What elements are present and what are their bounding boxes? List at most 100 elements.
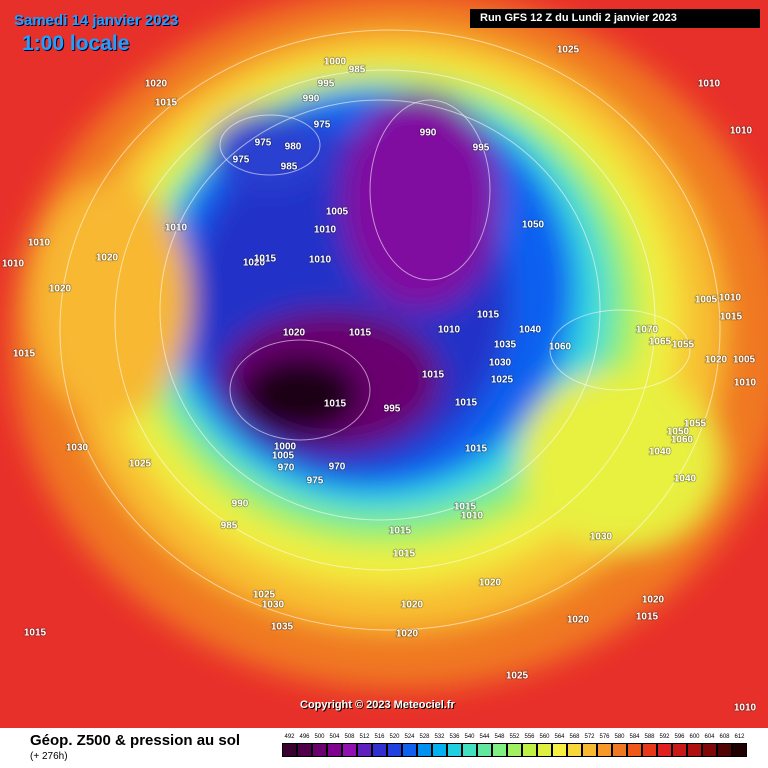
pressure-label: 975 bbox=[233, 155, 250, 166]
pressure-label: 1040 bbox=[519, 325, 542, 336]
forecast-date: Samedi 14 janvier 2023 bbox=[14, 12, 179, 29]
pressure-label: 990 bbox=[232, 499, 249, 510]
pressure-label: 1015 bbox=[422, 370, 445, 381]
scale-step: 548 bbox=[492, 734, 507, 757]
scale-step: 536 bbox=[447, 734, 462, 757]
scale-swatch bbox=[567, 743, 582, 757]
pressure-label: 970 bbox=[278, 463, 295, 474]
scale-value: 600 bbox=[689, 734, 700, 740]
scale-step: 608 bbox=[717, 734, 732, 757]
scale-swatch bbox=[597, 743, 612, 757]
pressure-label: 1020 bbox=[243, 258, 266, 269]
scale-value: 512 bbox=[359, 734, 370, 740]
pressure-label: 1020 bbox=[283, 328, 306, 339]
scale-swatch bbox=[507, 743, 522, 757]
scale-step: 512 bbox=[357, 734, 372, 757]
scale-value: 528 bbox=[419, 734, 430, 740]
scale-swatch bbox=[642, 743, 657, 757]
pressure-label: 1000 bbox=[324, 57, 347, 68]
pressure-label: 1015 bbox=[254, 254, 277, 265]
pressure-label: 1010 bbox=[730, 126, 753, 137]
scale-step: 540 bbox=[462, 734, 477, 757]
scale-swatch bbox=[417, 743, 432, 757]
scale-swatch bbox=[387, 743, 402, 757]
pressure-label: 1030 bbox=[489, 358, 512, 369]
pressure-label: 1020 bbox=[145, 79, 168, 90]
scale-swatch bbox=[462, 743, 477, 757]
scale-step: 516 bbox=[372, 734, 387, 757]
scale-step: 612 bbox=[732, 734, 747, 757]
scale-step: 552 bbox=[507, 734, 522, 757]
pressure-label: 1015 bbox=[389, 526, 412, 537]
scale-value: 544 bbox=[479, 734, 490, 740]
scale-value: 524 bbox=[404, 734, 415, 740]
pressure-label: 1015 bbox=[324, 399, 347, 410]
scale-swatch bbox=[342, 743, 357, 757]
pressure-label: 1030 bbox=[262, 600, 285, 611]
pressure-label: 1005 bbox=[326, 207, 349, 218]
run-info: Run GFS 12 Z du Lundi 2 janvier 2023 bbox=[470, 9, 760, 28]
pressure-label: 1010 bbox=[2, 259, 25, 270]
isobars bbox=[59, 29, 721, 631]
pressure-label: 1010 bbox=[698, 79, 721, 90]
scale-swatch bbox=[477, 743, 492, 757]
pressure-label: 1010 bbox=[734, 703, 757, 714]
pressure-label: 985 bbox=[349, 65, 366, 76]
scale-swatch bbox=[732, 743, 747, 757]
scale-value: 496 bbox=[299, 734, 310, 740]
pressure-labels: 1000985995990975975975980985990995100510… bbox=[1, 44, 757, 715]
pressure-label: 995 bbox=[473, 143, 490, 154]
pressure-label: 1020 bbox=[567, 615, 590, 626]
scale-swatch bbox=[657, 743, 672, 757]
scale-value: 572 bbox=[584, 734, 595, 740]
scale-step: 524 bbox=[402, 734, 417, 757]
pressure-label: 1015 bbox=[13, 349, 36, 360]
pressure-label: 1035 bbox=[271, 622, 294, 633]
scale-value: 556 bbox=[524, 734, 535, 740]
pressure-label: 995 bbox=[318, 79, 335, 90]
scale-swatch bbox=[402, 743, 417, 757]
scale-step: 544 bbox=[477, 734, 492, 757]
copyright: Copyright © 2023 Meteociel.fr bbox=[300, 699, 455, 711]
scale-step: 564 bbox=[552, 734, 567, 757]
scale-step: 556 bbox=[522, 734, 537, 757]
scale-step: 528 bbox=[417, 734, 432, 757]
pressure-label: 1015 bbox=[477, 310, 500, 321]
pressure-label: 985 bbox=[281, 162, 298, 173]
scale-value: 568 bbox=[569, 734, 580, 740]
scale-swatch bbox=[282, 743, 297, 757]
scale-step: 588 bbox=[642, 734, 657, 757]
scale-step: 504 bbox=[327, 734, 342, 757]
scale-swatch bbox=[537, 743, 552, 757]
scale-value: 596 bbox=[674, 734, 685, 740]
scale-value: 608 bbox=[719, 734, 730, 740]
scale-value: 560 bbox=[539, 734, 550, 740]
scale-step: 580 bbox=[612, 734, 627, 757]
pressure-label: 1015 bbox=[636, 612, 659, 623]
pressure-label: 1065 bbox=[649, 337, 672, 348]
pressure-label: 1015 bbox=[454, 502, 477, 513]
pressure-label: 1015 bbox=[155, 98, 178, 109]
scale-swatch bbox=[612, 743, 627, 757]
pressure-label: 1025 bbox=[557, 45, 580, 56]
pressure-label: 1015 bbox=[349, 328, 372, 339]
pressure-label: 1020 bbox=[49, 284, 72, 295]
scale-swatch bbox=[627, 743, 642, 757]
scale-swatch bbox=[372, 743, 387, 757]
scale-step: 584 bbox=[627, 734, 642, 757]
pressure-label: 1050 bbox=[522, 220, 545, 231]
scale-step: 576 bbox=[597, 734, 612, 757]
pressure-label: 1070 bbox=[636, 325, 659, 336]
pressure-label: 1050 bbox=[667, 427, 690, 438]
scale-swatch bbox=[357, 743, 372, 757]
pressure-label: 1010 bbox=[314, 225, 337, 236]
pressure-label: 1025 bbox=[129, 459, 152, 470]
scale-value: 508 bbox=[344, 734, 355, 740]
scale-swatch bbox=[702, 743, 717, 757]
pressure-label: 980 bbox=[285, 142, 302, 153]
scale-swatch bbox=[327, 743, 342, 757]
pressure-label: 985 bbox=[221, 521, 238, 532]
scale-step: 500 bbox=[312, 734, 327, 757]
pressure-label: 1020 bbox=[396, 629, 419, 640]
